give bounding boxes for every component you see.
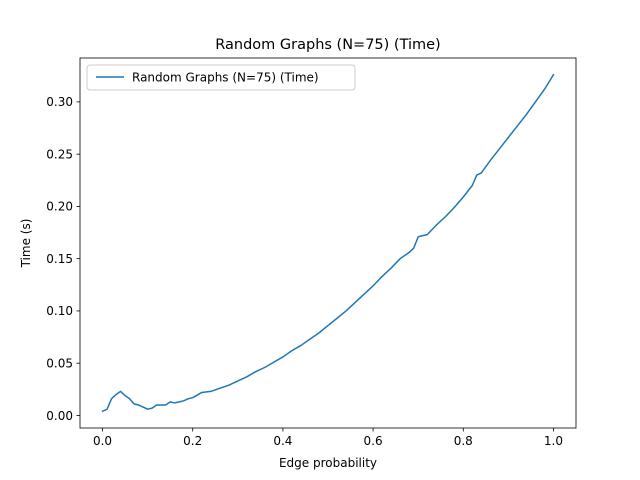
plot-background [80,58,576,428]
y-tick-label: 0.25 [46,147,73,161]
x-tick-label: 0.6 [364,434,383,448]
y-tick-label: 0.10 [46,304,73,318]
legend-frame [86,64,356,91]
plot-frame [79,57,577,429]
x-tick-label: 0.8 [454,434,473,448]
y-tick-label: 0.00 [46,409,73,423]
x-axis-title: Edge probability [279,456,377,470]
series-line [101,73,555,413]
x-tick-label: 0.2 [183,434,202,448]
y-axis: 0.00 0.05 0.10 0.15 0.20 0.25 0.30 [46,95,80,423]
plot-area [79,57,577,429]
x-tick-label: 1.0 [544,434,563,448]
chart-title: Random Graphs (N=75) (Time) [215,37,440,53]
legend-label: Random Graphs (N=75) (Time) [132,71,319,85]
y-tick-label: 0.15 [46,252,73,266]
x-tick-label: 0.0 [93,434,112,448]
x-axis: 0.0 0.2 0.4 0.6 0.8 1.0 [93,428,563,448]
y-tick-label: 0.30 [46,95,73,109]
legend: Random Graphs (N=75) (Time) [86,64,356,91]
y-tick-label: 0.20 [46,200,73,214]
y-axis-title: Time (s) [19,219,33,269]
x-tick-label: 0.4 [273,434,292,448]
y-tick-label: 0.05 [46,356,73,370]
